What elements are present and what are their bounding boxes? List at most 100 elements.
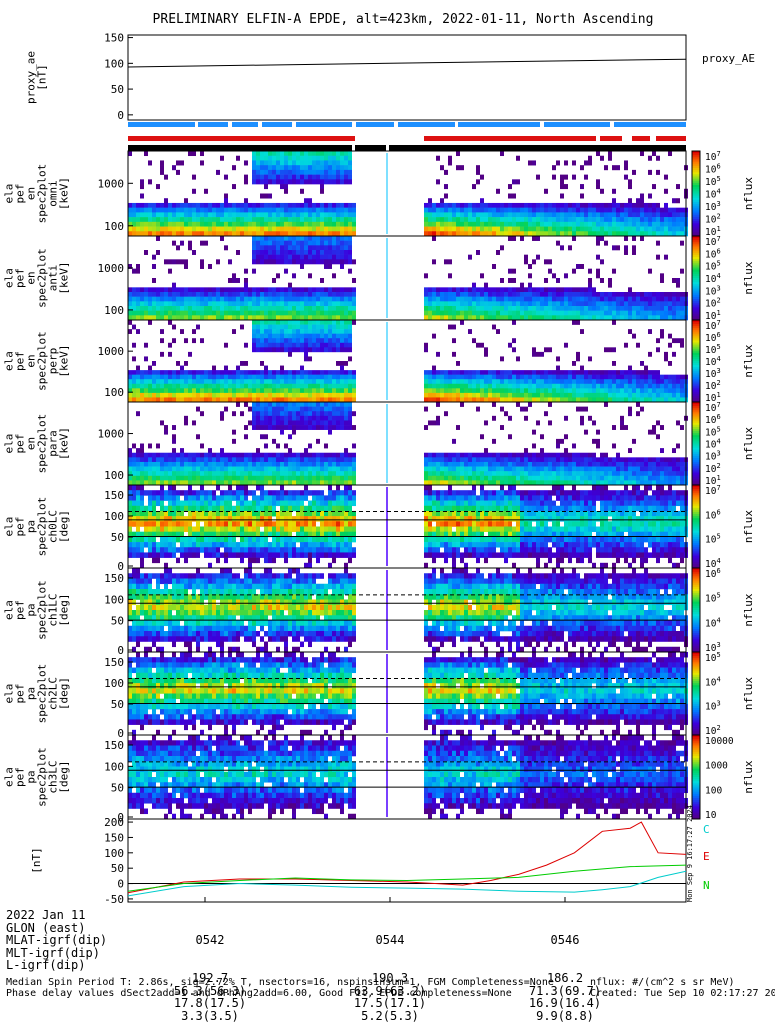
heatmap-cell (244, 402, 248, 407)
heatmap-cell (220, 208, 224, 213)
heatmap-cell (328, 203, 332, 208)
heatmap-cell (332, 170, 336, 175)
heatmap-cell (296, 179, 300, 184)
heatmap-cell (132, 501, 136, 506)
heatmap-cell (532, 467, 536, 472)
heatmap-cell (168, 467, 172, 472)
heatmap-cell (276, 329, 280, 334)
heatmap-cell (336, 338, 340, 343)
heatmap-cell (532, 306, 536, 311)
heatmap-cell (496, 292, 500, 297)
heatmap-cell (324, 379, 328, 384)
heatmap-cell (264, 393, 268, 398)
heatmap-cell (444, 292, 448, 297)
heatmap-cell (256, 384, 260, 389)
heatmap-cell (616, 375, 620, 380)
ytick-label: 1000 (98, 262, 125, 275)
heatmap-cell (288, 160, 292, 165)
heatmap-cell (572, 370, 576, 375)
heatmap-cell (268, 411, 272, 416)
heatmap-cell (204, 203, 208, 208)
heatmap-cell (348, 416, 352, 421)
heatmap-cell (340, 457, 344, 462)
heatmap-cell (312, 160, 316, 165)
heatmap-cell (432, 212, 436, 217)
heatmap-cell (324, 203, 328, 208)
heatmap-cell (280, 467, 284, 472)
heatmap-cell (176, 227, 180, 232)
heatmap-cell (524, 292, 528, 297)
heatmap-cell (292, 255, 296, 260)
heatmap-cell (576, 222, 580, 227)
heatmap-cell (672, 457, 676, 462)
heatmap-cell (652, 471, 656, 476)
heatmap-cell (200, 301, 204, 306)
heatmap-cell (564, 184, 568, 189)
heatmap-cell (436, 420, 440, 425)
heatmap-cell (148, 301, 152, 306)
heatmap-cell (272, 222, 276, 227)
heatmap-cell (248, 301, 252, 306)
heatmap-cell (244, 217, 248, 222)
heatmap-cell (644, 375, 648, 380)
heatmap-cell (172, 388, 176, 393)
heatmap-cell (176, 203, 180, 208)
heatmap-cell (260, 311, 264, 316)
heatmap-cell (244, 375, 248, 380)
heatmap-cell (324, 402, 328, 407)
heatmap-cell (552, 453, 556, 458)
heatmap-cell (532, 476, 536, 481)
heatmap-cell (428, 297, 432, 302)
heatmap-cell (600, 203, 604, 208)
heatmap-cell (516, 379, 520, 384)
heatmap-cell (636, 384, 640, 389)
heatmap-cell (136, 222, 140, 227)
heatmap-cell (128, 448, 132, 453)
heatmap-cell (472, 301, 476, 306)
heatmap-cell (128, 375, 132, 380)
heatmap-cell (588, 453, 592, 458)
heatmap-cell (344, 222, 348, 227)
heatmap-cell (328, 222, 332, 227)
heatmap-cell (664, 457, 668, 462)
heatmap-cell (288, 320, 292, 325)
heatmap-cell (268, 425, 272, 430)
heatmap-cell (292, 165, 296, 170)
heatmap-cell (224, 384, 228, 389)
heatmap-cell (648, 388, 652, 393)
heatmap-cell (340, 297, 344, 302)
heatmap-cell (500, 212, 504, 217)
heatmap-cell (168, 379, 172, 384)
heatmap-cell (592, 301, 596, 306)
heatmap-cell (576, 297, 580, 302)
heatmap-cell (340, 366, 344, 371)
heatmap-cell (448, 384, 452, 389)
heatmap-cell (132, 537, 136, 542)
heatmap-cell (444, 379, 448, 384)
heatmap-cell (200, 208, 204, 213)
heatmap-cell (492, 471, 496, 476)
heatmap-cell (428, 217, 432, 222)
heatmap-cell (524, 379, 528, 384)
colorbar-tick-exp: 2 (716, 379, 720, 387)
heatmap-cell (336, 160, 340, 165)
heatmap-cell (468, 203, 472, 208)
colorbar-tick-exp: 7 (716, 319, 720, 327)
heatmap-cell (132, 311, 136, 316)
heatmap-cell (168, 343, 172, 348)
heatmap-cell (488, 222, 492, 227)
heatmap-cell (640, 311, 644, 316)
heatmap-cell (128, 457, 132, 462)
heatmap-cell (532, 453, 536, 458)
heatmap-cell (184, 375, 188, 380)
heatmap-cell (540, 448, 544, 453)
heatmap-cell (544, 467, 548, 472)
heatmap-cell (140, 375, 144, 380)
heatmap-cell (248, 370, 252, 375)
heatmap-cell (580, 227, 584, 232)
heatmap-cell (344, 250, 348, 255)
heatmap-cell (444, 212, 448, 217)
heatmap-cell (280, 320, 284, 325)
heatmap-cell (620, 297, 624, 302)
heatmap-cell (296, 476, 300, 481)
